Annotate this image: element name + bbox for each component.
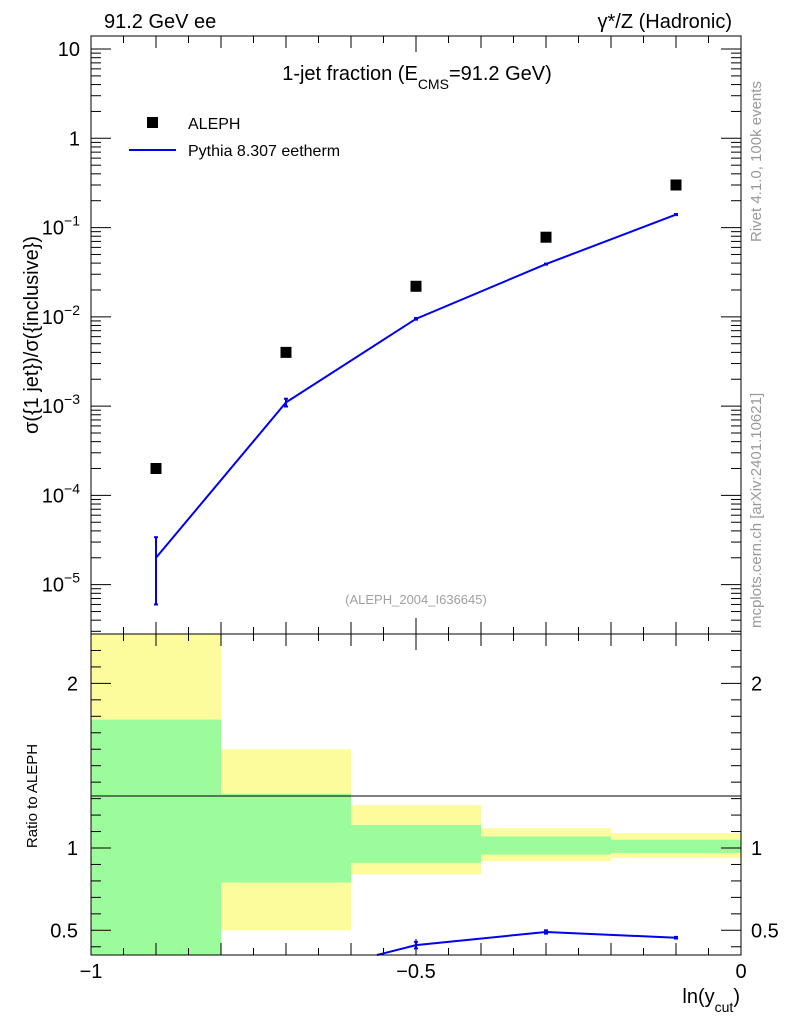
ratio-y-axis-label: Ratio to ALEPH [24,744,41,848]
pythia-ratio-series [376,929,678,956]
ratio-y-tick-label: 2 [67,673,78,695]
analysis-watermark: (ALEPH_2004_I636645) [345,592,487,607]
main-plot-panel: 10 1 10−1 10−2 10−3 10−4 10−5 1-jet fraction (… [21,35,742,635]
ratio-band-inner [481,836,611,855]
ratio-band-inner [91,719,221,955]
main-axis-ticks [90,36,742,634]
ratio-y-tick-label-right: 0.5 [751,920,779,942]
aleph-point [150,463,162,475]
main-y-tick-label: 10−5 [42,570,80,597]
ratio-axis-ticks [90,634,742,955]
main-y-tick-labels: 10 1 10−1 10−2 10−3 10−4 10−5 [42,39,80,597]
header-right: γ*/Z (Hadronic) [598,11,732,33]
main-y-tick-label: 10 [58,39,80,61]
main-y-tick-label: 1 [69,128,80,150]
ratio-y-tick-label: 1 [67,838,78,860]
ratio-band-inner [611,839,741,853]
uncertainty-bands [91,634,741,955]
aleph-point [280,346,292,358]
x-tick-label: −0.5 [396,961,435,983]
aleph-point [670,179,682,191]
x-tick-label: 0 [735,961,746,983]
x-axis-label: ln(ycut) [682,986,740,1015]
main-y-tick-label: 10−2 [42,302,80,329]
main-y-tick-label: 10−3 [42,391,80,418]
ratio-y-tick-label-right: 1 [751,838,762,860]
x-tick-label: −1 [80,961,103,983]
pythia-series [154,212,678,606]
rivet-version-note: Rivet 4.1.0, 100k events [748,81,765,242]
ratio-band-inner [351,824,481,863]
mcplots-source-note: mcplots.cern.ch [arXiv:2401.10621] [748,393,765,628]
main-y-tick-label: 10−4 [42,480,80,507]
ratio-plot-frame [90,633,742,956]
pythia-ratio-line [376,930,677,956]
pythia-line [155,213,677,559]
legend-pythia-label: Pythia 8.307 eetherm [188,143,340,160]
main-title: 1-jet fraction (ECMS=91.2 GeV) [282,63,552,92]
legend-aleph-label: ALEPH [188,116,240,133]
aleph-point [540,231,552,243]
legend-aleph-marker [147,117,158,128]
main-y-axis-label: σ({1 jet})/σ({inclusive}) [21,236,43,434]
ratio-plot-panel: 0.5 0.5 1 1 2 2 −1 −0.5 0 Ratio to ALEPH ln(ycut… [24,633,779,1015]
aleph-series [150,179,682,475]
ratio-y-tick-label-right: 2 [751,673,762,695]
legend: ALEPH Pythia 8.307 eetherm [129,116,340,160]
main-y-tick-label: 10−1 [42,213,80,240]
aleph-point [410,280,422,292]
ratio-y-tick-label: 0.5 [50,920,78,942]
header-left: 91.2 GeV ee [104,11,216,33]
ratio-band-inner [221,793,351,883]
ratio-tick-labels: 0.5 0.5 1 1 2 2 −1 −0.5 0 [50,673,779,983]
